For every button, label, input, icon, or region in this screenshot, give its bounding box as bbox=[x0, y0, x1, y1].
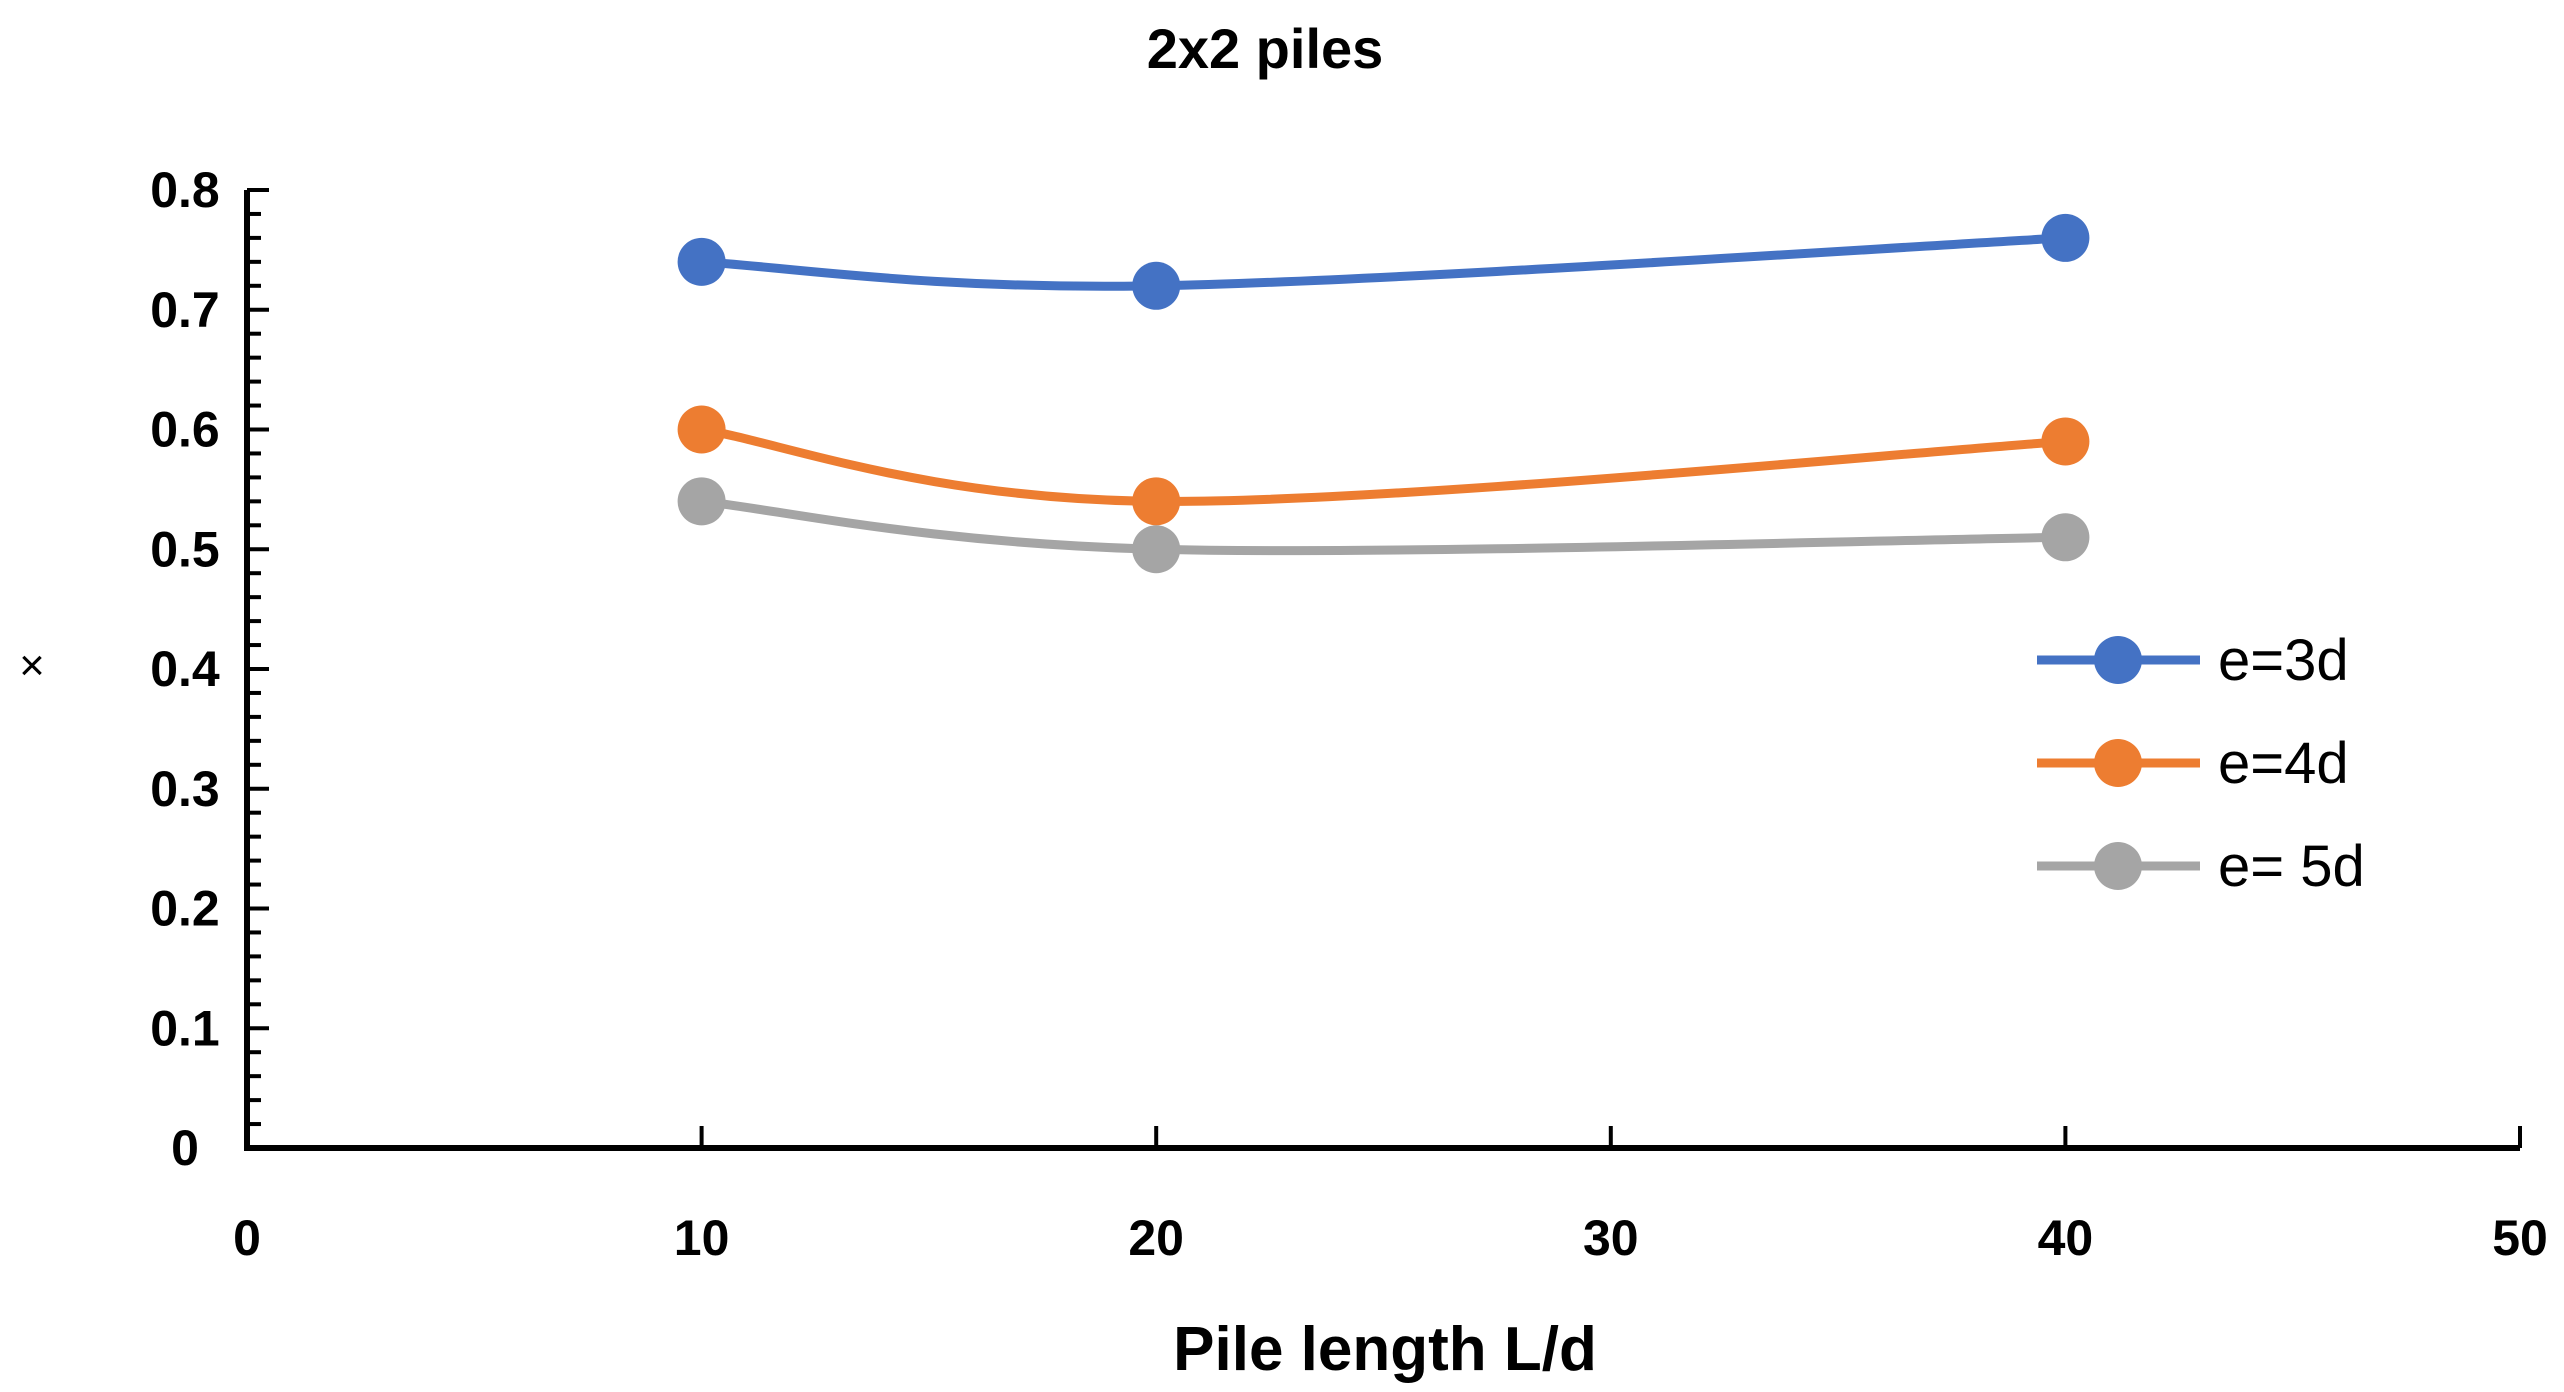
y-axis-label: × bbox=[19, 641, 45, 690]
legend-swatch-marker bbox=[2094, 739, 2142, 787]
data-point bbox=[677, 477, 726, 526]
x-axis-label: Pile length L/d bbox=[1173, 1315, 1597, 1384]
x-tick-label: 20 bbox=[1128, 1210, 1184, 1266]
series-line-3 bbox=[697, 496, 2070, 556]
x-tick-label: 40 bbox=[2038, 1210, 2094, 1266]
legend: e=3d e=4d e= 5d bbox=[2037, 628, 2365, 899]
y-tick-label: 0.3 bbox=[150, 761, 220, 817]
legend-label: e=3d bbox=[2218, 628, 2349, 693]
data-point bbox=[2041, 417, 2090, 466]
x-tick-label: 0 bbox=[233, 1210, 261, 1266]
legend-swatch-marker bbox=[2094, 842, 2142, 890]
legend-swatch-marker bbox=[2094, 636, 2142, 684]
y-tick-label: 0.7 bbox=[150, 282, 220, 338]
data-point bbox=[1132, 477, 1181, 526]
y-axis: 0 0.1 0.2 0.3 0.4 0.5 0.6 0.7 0.8 bbox=[150, 162, 269, 1176]
data-point bbox=[1132, 525, 1181, 574]
data-point bbox=[677, 237, 726, 286]
x-axis: 0 10 20 30 40 50 bbox=[233, 1126, 2548, 1266]
y-tick-label: 0.1 bbox=[150, 1000, 220, 1056]
y-tick-label: 0.6 bbox=[150, 402, 220, 458]
chart-title: 2x2 piles bbox=[1147, 17, 1384, 80]
data-point bbox=[677, 405, 726, 454]
y-tick-label: 0.2 bbox=[150, 881, 220, 937]
x-tick-label: 10 bbox=[674, 1210, 730, 1266]
y-tick-label: 0.4 bbox=[150, 641, 220, 697]
y-tick-label: 0.5 bbox=[150, 521, 220, 577]
series-line-1 bbox=[697, 233, 2070, 291]
x-tick-label: 50 bbox=[2492, 1210, 2548, 1266]
y-tick-label: 0 bbox=[171, 1120, 199, 1176]
y-tick-label: 0.8 bbox=[150, 162, 220, 218]
data-point bbox=[1132, 261, 1181, 310]
series-line-2 bbox=[697, 425, 2070, 506]
series-layer bbox=[677, 213, 2090, 574]
data-point bbox=[2041, 513, 2090, 562]
legend-label: e=4d bbox=[2218, 731, 2349, 796]
data-point bbox=[2041, 213, 2090, 262]
x-tick-label: 30 bbox=[1583, 1210, 1639, 1266]
legend-label: e= 5d bbox=[2218, 834, 2365, 899]
